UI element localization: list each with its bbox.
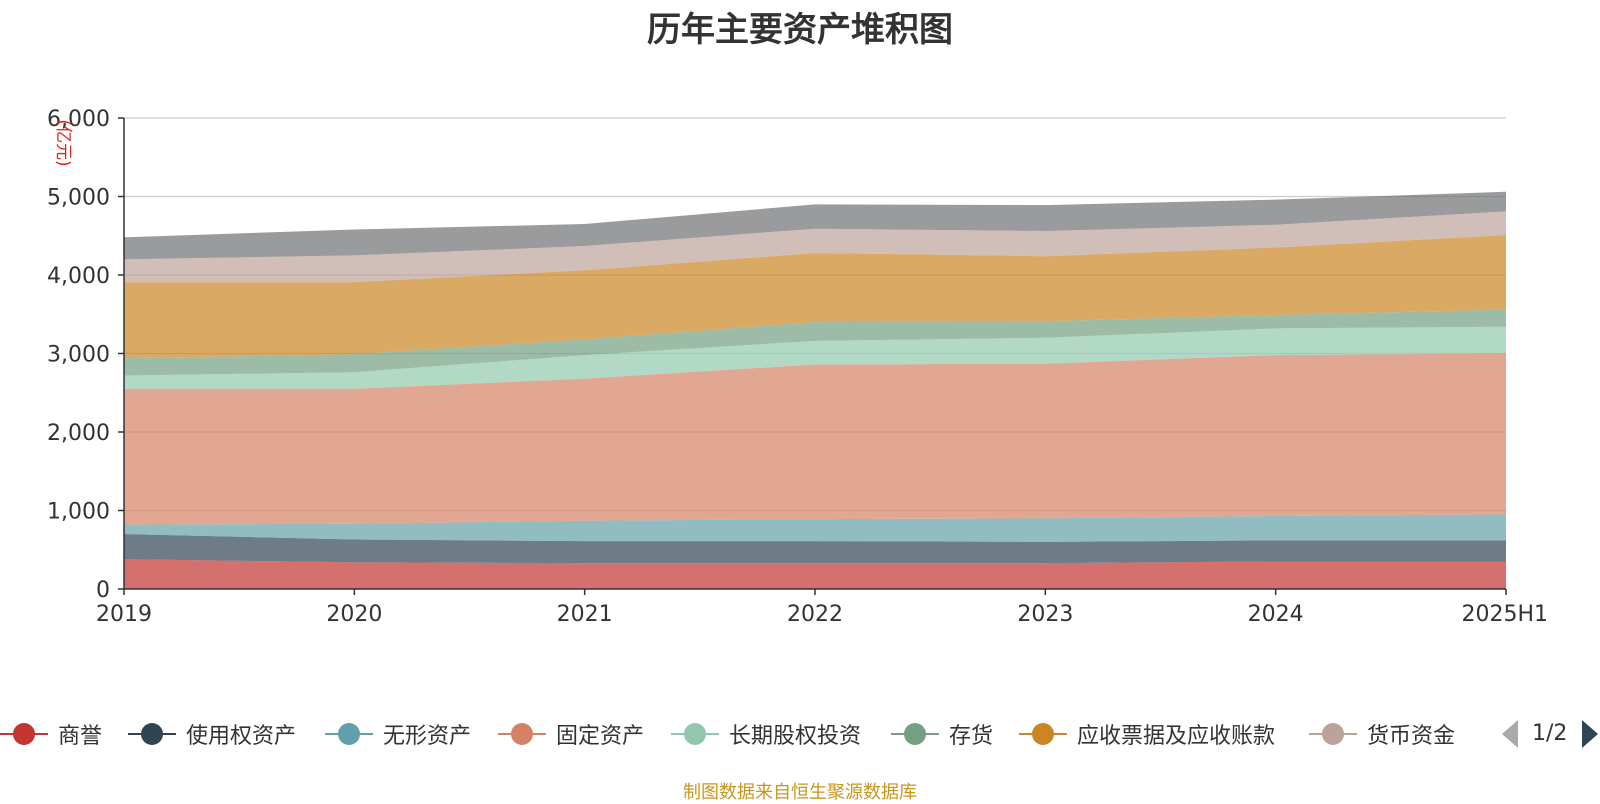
legend-label: 应收票据及应收账款	[1077, 724, 1276, 749]
legend-item[interactable]: 长期股权投资	[671, 718, 861, 750]
area-series-8[interactable]	[124, 191, 1506, 260]
chart-title: 历年主要资产堆积图	[647, 10, 953, 50]
legend-item[interactable]: 无形资产	[325, 718, 471, 750]
y-tick-label: 4,000	[47, 264, 110, 289]
legend-prev-page-icon[interactable]	[1502, 720, 1518, 748]
x-tick-label: 2019	[96, 602, 152, 627]
legend-item[interactable]: 使用权资产	[128, 718, 296, 750]
y-tick-label: 5,000	[47, 186, 110, 211]
area-series-7[interactable]	[124, 211, 1506, 283]
y-tick-label: 1,000	[47, 500, 110, 525]
legend-label: 存货	[949, 724, 994, 749]
area-series-0[interactable]	[124, 559, 1506, 589]
x-tick-label: 2021	[557, 602, 613, 627]
legend-label: 固定资产	[556, 724, 645, 749]
y-tick-label: 3,000	[47, 343, 110, 368]
area-series-6[interactable]	[124, 235, 1506, 359]
legend-page-indicator: 1/2	[1532, 721, 1568, 746]
legend-label: 长期股权投资	[729, 724, 862, 749]
legend-marker-icon	[325, 718, 373, 750]
area-series-4[interactable]	[124, 326, 1506, 389]
legend-items-viewport: 商誉 使用权资产 无形资产 固定资产 长期股权投资 存货 应收票据及应收账款 货币资金	[0, 718, 1482, 750]
legend-marker-icon	[671, 718, 719, 750]
data-source-note: 制图数据来自恒生聚源数据库	[683, 782, 917, 803]
y-tick-label: 2,000	[47, 421, 110, 446]
area-series-3[interactable]	[124, 353, 1506, 525]
legend-marker-icon	[891, 718, 939, 750]
axes: 0 1,000 2,000 3,000 4,000 5,000 6,000 2019 2020 2…	[47, 107, 1548, 627]
legend-marker-icon	[1309, 718, 1357, 750]
area-series-5[interactable]	[124, 309, 1506, 376]
legend: 商誉 使用权资产 无形资产 固定资产 长期股权投资 存货 应收票据及应收账款 货币资金	[0, 718, 1600, 750]
legend-marker-icon	[128, 718, 176, 750]
legend-label: 商誉	[58, 724, 103, 749]
x-tick-label: 2024	[1248, 602, 1304, 627]
legend-marker-icon	[1019, 718, 1067, 750]
x-tick-label: 2020	[326, 602, 382, 627]
legend-item[interactable]: 货币资金	[1309, 718, 1455, 750]
legend-label: 无形资产	[383, 724, 472, 749]
chart-plot: 0 1,000 2,000 3,000 4,000 5,000 6,000 2019 2020 2…	[47, 107, 1548, 627]
legend-label: 使用权资产	[186, 724, 297, 749]
y-tick-label: 0	[96, 578, 110, 603]
legend-item[interactable]: 商誉	[0, 718, 102, 750]
y-axis-unit-label: (亿元)	[53, 119, 73, 166]
x-tick-label: 2025H1	[1461, 602, 1548, 627]
x-tick-label: 2022	[787, 602, 843, 627]
legend-label: 货币资金	[1367, 724, 1456, 749]
stacked-areas	[124, 191, 1506, 589]
legend-next-page-icon[interactable]	[1582, 720, 1598, 748]
y-tick-label: 6,000	[47, 107, 110, 132]
legend-marker-icon	[0, 718, 48, 750]
area-series-2[interactable]	[124, 514, 1506, 542]
area-series-1[interactable]	[124, 534, 1506, 564]
legend-item[interactable]: 固定资产	[498, 718, 644, 750]
x-tick-label: 2023	[1017, 602, 1073, 627]
legend-marker-icon	[498, 718, 546, 750]
legend-item[interactable]: 应收票据及应收账款	[1019, 718, 1275, 750]
legend-item[interactable]: 存货	[891, 718, 993, 750]
